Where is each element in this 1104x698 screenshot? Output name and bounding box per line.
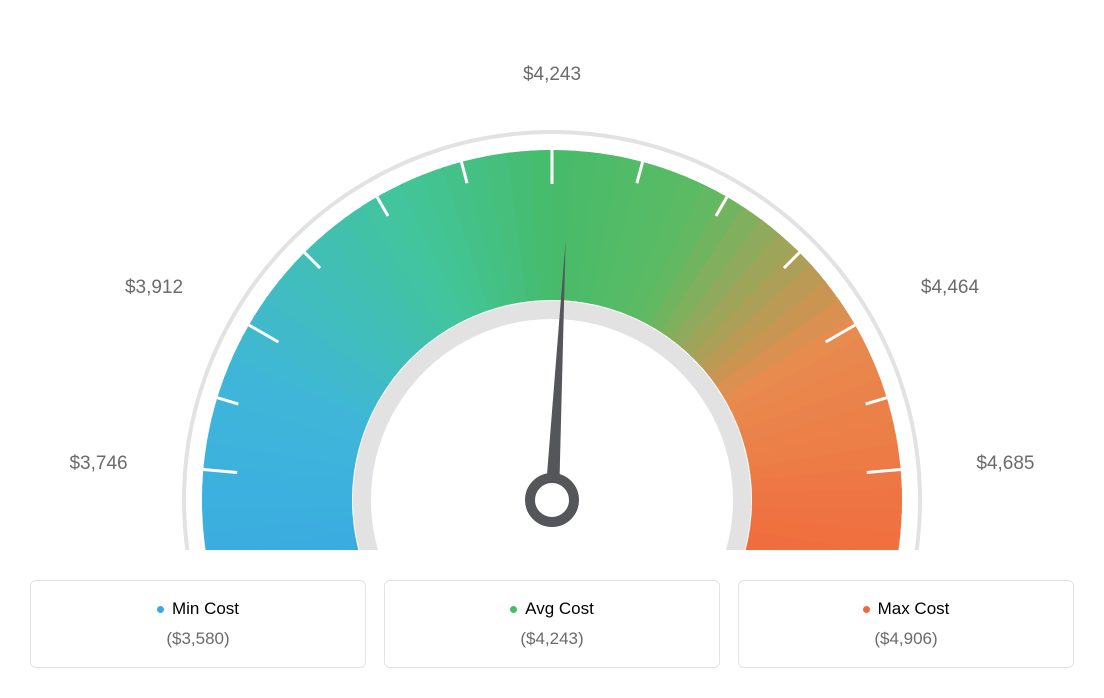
gauge-tick-label: $4,243 [523,64,581,85]
gauge-tick-label: $4,685 [976,453,1034,474]
legend-dot-avg [510,606,517,613]
gauge-tick-label: $4,464 [921,277,980,298]
legend-value-min: ($3,580) [51,629,345,649]
legend-label-min: Min Cost [157,599,239,619]
legend-text-max: Max Cost [878,599,950,619]
gauge-tick-label: $3,746 [69,453,127,474]
legend-card-min: Min Cost ($3,580) [30,580,366,668]
legend-row: Min Cost ($3,580) Avg Cost ($4,243) Max … [30,580,1074,668]
legend-card-max: Max Cost ($4,906) [738,580,1074,668]
legend-label-max: Max Cost [863,599,950,619]
legend-text-avg: Avg Cost [525,599,594,619]
legend-dot-min [157,606,164,613]
legend-value-avg: ($4,243) [405,629,699,649]
gauge-svg: $3,580$3,746$3,912$4,243$4,464$4,685$4,9… [30,30,1074,550]
legend-text-min: Min Cost [172,599,239,619]
legend-value-max: ($4,906) [759,629,1053,649]
legend-label-avg: Avg Cost [510,599,594,619]
legend-dot-max [863,606,870,613]
legend-card-avg: Avg Cost ($4,243) [384,580,720,668]
gauge-tick-label: $3,912 [125,277,183,298]
gauge-chart-container: $3,580$3,746$3,912$4,243$4,464$4,685$4,9… [30,30,1074,668]
